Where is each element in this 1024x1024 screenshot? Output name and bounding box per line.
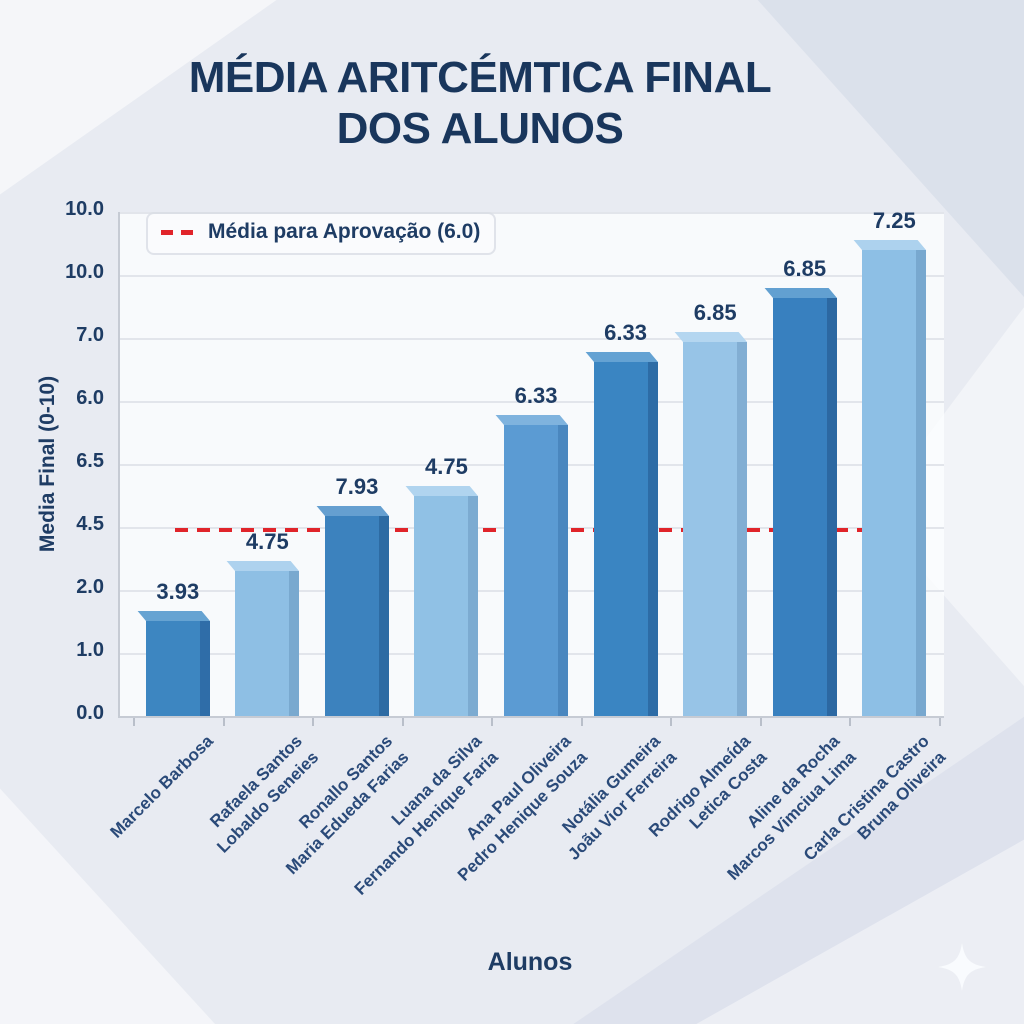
y-tick-label: 7.0 xyxy=(76,324,104,346)
gridline xyxy=(120,275,944,277)
bar xyxy=(414,496,479,716)
bar xyxy=(862,250,927,716)
bar-value-label: 6.33 xyxy=(604,320,647,345)
chart-title: MÉDIA ARITCÉMTICA FINAL DOS ALUNOS xyxy=(0,52,960,155)
gridline xyxy=(120,212,944,214)
x-tick-mark xyxy=(670,718,673,726)
y-tick-label: 6.5 xyxy=(76,450,104,472)
x-tick-mark xyxy=(133,718,135,726)
chart-title-line2: DOS ALUNOS xyxy=(336,104,624,154)
bar-value-label: 6.33 xyxy=(514,383,558,408)
x-tick-mark xyxy=(401,718,404,726)
y-tick-label: 6.0 xyxy=(76,387,104,409)
bar xyxy=(235,571,300,716)
bar-column: 6.33 Notália Gumeira Joãu Vior Ferreira xyxy=(559,212,681,864)
y-tick-label: 2.0 xyxy=(76,576,104,598)
bar-value-label: 7.25 xyxy=(872,208,916,233)
bar-column: 4.75 Luana da Silva Fernando Henique Faria xyxy=(351,212,502,899)
x-tick-mark xyxy=(939,718,941,726)
bar xyxy=(324,516,389,716)
x-tick-mark xyxy=(491,718,494,726)
x-tick-mark xyxy=(849,718,852,726)
gridline xyxy=(120,338,944,340)
bar-column: 7.93 Ronallo Santos Maria Edueda Farias xyxy=(282,212,412,878)
y-tick-label: 4.5 xyxy=(76,513,104,535)
legend: Média para Aprovação (6.0) xyxy=(146,212,497,255)
bars: 3.93 Marcelo Barbosa 4.75 Rafaela Santos Lob… xyxy=(106,208,949,899)
y-tick-label: 0.0 xyxy=(76,702,104,724)
bar-column: 7.25 Carla Cristina Castro Bruna Oliveira xyxy=(800,208,949,864)
bar-column: 6.85 Aline da Rocha Marcos Vimciua Lima xyxy=(724,212,860,884)
bar-value-label: 6.85 xyxy=(693,300,737,325)
sparkle-icon xyxy=(938,943,986,991)
bar-column: 6.33 Ana Paul Oliveira Pedro Henique Souza xyxy=(454,212,591,885)
bar-value-label: 6.85 xyxy=(783,256,827,281)
bar-column: 4.75 Rafaela Santos Lobaldo Seneies xyxy=(207,212,323,857)
legend-label: Média para Aprovação (6.0) xyxy=(208,220,481,243)
plot-area: Média para Aprovação (6.0) 3.93 Marcelo B… xyxy=(106,208,949,899)
y-tick-label: 10.0 xyxy=(65,198,104,220)
bar xyxy=(683,342,748,716)
bar-value-label: 4.75 xyxy=(425,454,468,479)
bar xyxy=(504,425,569,716)
bar-value-label: 3.93 xyxy=(156,579,200,604)
x-tick-mark xyxy=(312,718,315,726)
bar-value-label: 4.75 xyxy=(245,529,289,554)
bar xyxy=(145,621,210,716)
chart-title-line1: MÉDIA ARITCÉMTICA FINAL xyxy=(188,53,772,102)
bar xyxy=(772,298,837,716)
x-axis-label: Alunos xyxy=(487,948,573,976)
y-tick-label: 10.0 xyxy=(65,261,104,283)
bar-column: 6.85 Rodrigo Almeída Letica Costa xyxy=(645,212,770,841)
y-tick-label: 1.0 xyxy=(76,639,104,661)
x-tick-mark xyxy=(759,718,762,726)
bar-value-label: 7.93 xyxy=(335,474,379,499)
bar xyxy=(593,362,658,716)
gridline xyxy=(120,401,944,403)
x-tick-mark xyxy=(222,718,225,726)
bar-column: 3.93 Marcelo Barbosa xyxy=(106,212,223,842)
dashed-line-icon xyxy=(161,229,197,235)
x-tick-mark xyxy=(580,718,583,726)
